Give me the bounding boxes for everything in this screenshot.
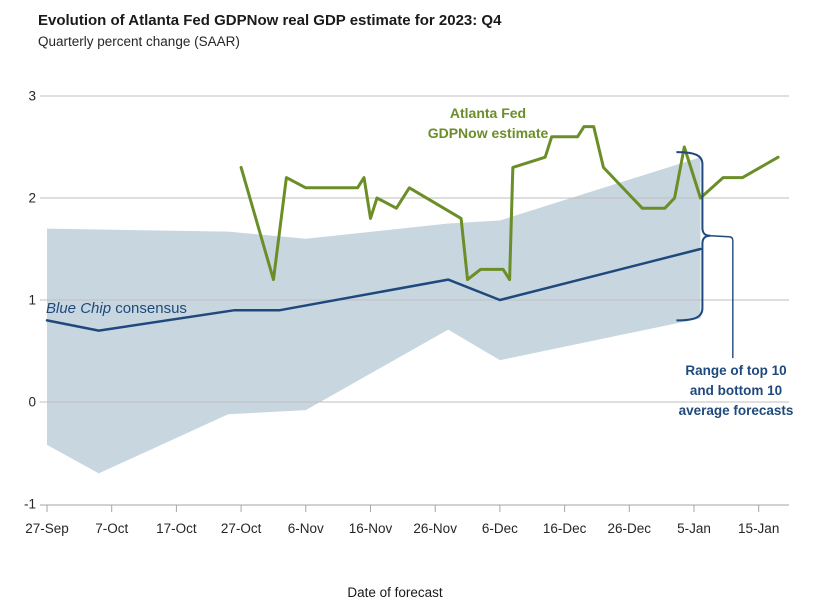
y-tick-label-3: 3	[28, 89, 36, 104]
chart-subtitle: Quarterly percent change (SAAR)	[38, 34, 240, 49]
x-tick-label-15-Jan: 15-Jan	[738, 521, 779, 536]
x-tick-label-16-Dec: 16-Dec	[543, 521, 587, 536]
gdpnow-series-label-line2: GDPNow estimate	[427, 125, 549, 141]
forecast-range-band	[47, 157, 701, 474]
range-annotation-line2: and bottom 10	[689, 383, 783, 398]
gdpnow-series-label-line1: Atlanta Fed	[449, 105, 527, 121]
x-tick-label-7-Oct: 7-Oct	[95, 521, 128, 536]
x-tick-label-26-Dec: 26-Dec	[608, 521, 652, 536]
y-tick-label-1: 1	[28, 293, 36, 308]
x-tick-label-26-Nov: 26-Nov	[413, 521, 457, 536]
blue-chip-series-label-rest: consensus	[111, 300, 187, 317]
gdpnow-series-label: Atlanta Fed GDPNow estimate	[388, 103, 588, 143]
x-tick-label-17-Oct: 17-Oct	[156, 521, 197, 536]
blue-chip-line	[45, 247, 702, 332]
blue-chip-series-label: Blue Chip consensus	[46, 299, 187, 319]
x-tick-label-16-Nov: 16-Nov	[349, 521, 393, 536]
x-tick-label-5-Jan: 5-Jan	[677, 521, 711, 536]
y-tick-label--1: -1	[24, 497, 36, 512]
x-tick-label-6-Nov: 6-Nov	[288, 521, 324, 536]
range-annotation-line1: Range of top 10	[685, 363, 787, 378]
range-annotation-label: Range of top 10 and bottom 10 average fo…	[646, 361, 817, 421]
chart-title: Evolution of Atlanta Fed GDPNow real GDP…	[38, 12, 502, 29]
x-tick-label-6-Dec: 6-Dec	[482, 521, 518, 536]
x-axis-title: Date of forecast	[347, 585, 443, 600]
gdpnow-line	[239, 125, 780, 282]
range-annotation-line3: average forecasts	[678, 403, 794, 418]
y-tick-label-0: 0	[28, 395, 36, 410]
x-tick-label-27-Sep: 27-Sep	[25, 521, 69, 536]
blue-chip-series-label-italic: Blue Chip	[46, 300, 112, 317]
x-tick-label-27-Oct: 27-Oct	[221, 521, 262, 536]
y-tick-label-2: 2	[28, 191, 36, 206]
range-bracket-leader	[710, 235, 734, 359]
